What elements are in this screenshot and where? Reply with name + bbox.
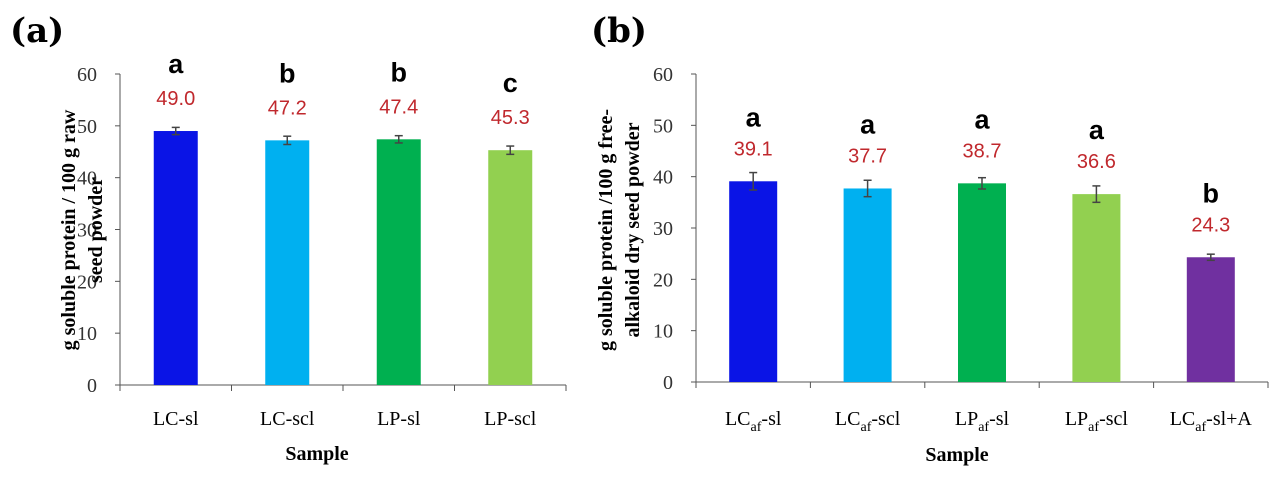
chart-panel-a: (a) 0 10 20 30 40 50 60 g soluble protein / 100 … [10,11,567,465]
y-axis-label: g soluble protein /100 g free-alkaloid d… [595,109,644,351]
bar [1072,194,1121,382]
y-tick-label: 60 [653,64,673,86]
y-tick-label: 20 [653,269,673,291]
bar [958,183,1006,382]
y-tick-label: 40 [653,167,673,189]
x-tick-label-suffix: -sl [989,408,1009,430]
y-axis-label-line: g soluble protein / 100 g raw [58,109,80,350]
x-axis-label: Sample [285,443,348,465]
x-tick-label: LCaf-sl [725,408,782,435]
y-tick-label: 50 [653,115,673,137]
significance-letter: a [860,109,876,139]
significance-letter: b [1203,178,1220,208]
data-label: 24.3 [1191,214,1230,236]
panel-label: (a) [10,11,64,51]
bar [153,131,198,385]
bar [729,181,778,382]
y-tick-label: 10 [77,323,97,345]
x-tick-label-suffix: -scl [871,408,900,430]
data-label: 47.2 [268,97,307,119]
y-tick-label: 0 [87,375,97,397]
data-label: 47.4 [379,96,418,118]
x-tick-label-base: LC-scl [260,408,315,430]
x-tick-label-subscript: af [978,420,989,435]
x-tick-label-base: LC [1170,408,1196,430]
bar [843,188,892,382]
y-tick-label: 30 [77,220,97,242]
significance-letter: b [391,57,408,87]
bar [265,140,310,385]
data-label: 36.6 [1077,151,1116,173]
x-tick-label-subscript: af [860,420,871,435]
x-tick-label: LP-sl [377,408,421,430]
y-axis-label-line: seed powder [85,177,107,283]
x-tick-label-subscript: af [1195,420,1206,435]
significance-letter: a [168,49,184,79]
y-axis-label: g soluble protein / 100 g raw seed powder [58,109,107,350]
y-axis-label-line: alkaloid dry seed powder [622,122,644,337]
x-tick-label-base: LC [835,408,861,430]
x-tick-label-base: LP [1065,408,1088,430]
x-tick-label-base: LC-sl [153,408,199,430]
significance-letter: a [1089,115,1105,145]
x-tick-label: LPaf-sl [955,408,1010,435]
y-tick-label: 60 [77,64,97,86]
x-tick-label: LC-sl [153,408,199,430]
x-tick-label-suffix: -scl [1099,408,1128,430]
significance-letter: b [279,58,296,88]
significance-letter: a [746,102,762,132]
data-label: 39.1 [734,138,773,160]
data-label: 38.7 [963,140,1002,162]
y-tick-label: 10 [653,321,673,343]
y-axis-label-line: g soluble protein /100 g free- [595,109,617,351]
significance-letter: a [974,104,990,134]
x-axis-label: Sample [925,444,988,466]
y-tick-label: 20 [77,271,97,293]
bar [488,150,533,385]
significance-letter: c [503,68,518,98]
data-label: 45.3 [491,107,530,129]
y-tick-label: 40 [77,168,97,190]
x-tick-label: LCaf-sl+A [1170,408,1253,435]
x-tick-label-base: LC [725,408,751,430]
data-label: 49.0 [156,88,195,110]
x-tick-label: LP-scl [484,408,537,430]
x-tick-label-suffix: -sl+A [1206,408,1252,430]
x-tick-label-base: LP-sl [377,408,421,430]
panel-label: (b) [591,11,647,51]
bar [1186,257,1235,382]
x-tick-label: LCaf-scl [835,408,901,435]
x-tick-label-base: LP [955,408,978,430]
y-tick-label: 0 [663,372,673,394]
x-tick-label: LC-scl [260,408,315,430]
x-tick-label-base: LP-scl [484,408,537,430]
x-tick-label-subscript: af [751,420,762,435]
y-tick-label: 50 [77,116,97,138]
bar [376,139,421,385]
data-label: 37.7 [848,145,887,167]
x-tick-label-suffix: -sl [761,408,781,430]
chart-panel-b: (b) 0 10 20 30 40 50 60 g soluble protein /100 g… [591,11,1269,466]
x-tick-label: LPaf-scl [1065,408,1129,435]
x-tick-label-subscript: af [1088,420,1099,435]
y-tick-label: 30 [653,218,673,240]
